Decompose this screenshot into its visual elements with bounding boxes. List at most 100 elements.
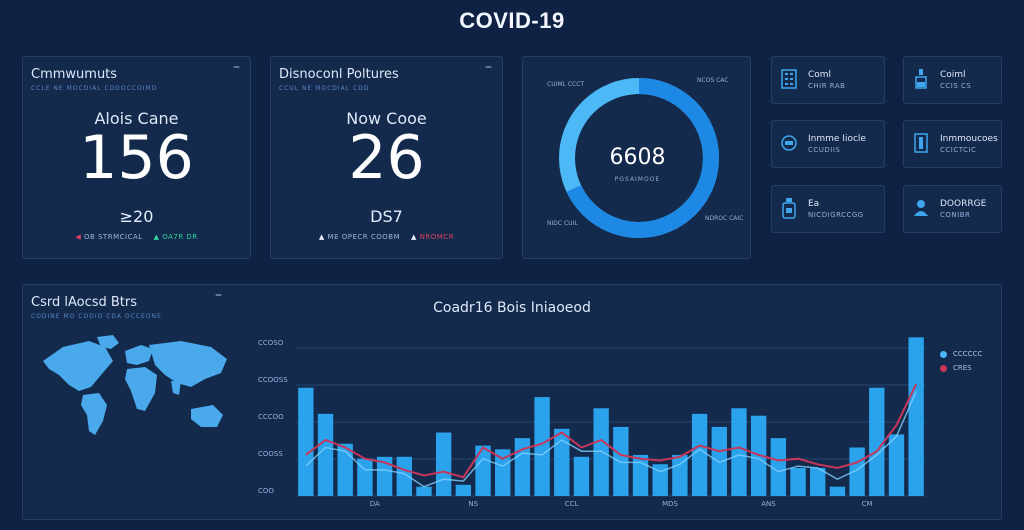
triangle-up-icon: ▲	[318, 233, 325, 241]
map-south-america	[81, 393, 107, 435]
bar	[888, 434, 905, 496]
map-greenland	[97, 335, 119, 349]
trend-right-text: OA7R DR	[162, 233, 198, 241]
bar	[810, 468, 826, 496]
trend-right-text: NROMCR	[419, 233, 455, 241]
bar	[770, 438, 787, 496]
mini-stat-value: CCUDIIS	[808, 146, 841, 154]
map-panel-heading: Csrd lAocsd Btrs	[31, 295, 138, 310]
mini-stat-2[interactable]: Coiml CCIS CS	[903, 56, 1002, 104]
bed-icon	[781, 135, 797, 151]
legend-label: CCCCCC	[953, 350, 983, 358]
donut-arc	[559, 78, 719, 238]
y-tick-label: COOSS	[258, 450, 283, 458]
x-tick-label: CM	[861, 500, 872, 508]
bar	[573, 456, 590, 496]
card-subheading: CCUL NE MOCDIAL CDD	[279, 85, 370, 92]
map-panel-subheading: CODINE MO CODIO CDA OCCEONE	[31, 313, 162, 320]
mini-stat-1[interactable]: Coml CHIR RAB	[771, 56, 885, 104]
minimize-icon[interactable]: –	[215, 287, 222, 303]
card-heading: Cmmwumuts	[31, 67, 118, 82]
bar	[869, 387, 885, 496]
bar	[455, 484, 472, 496]
card-value: 156	[79, 123, 194, 193]
y-tick-label: CCOSO	[258, 339, 284, 347]
bar	[829, 486, 846, 496]
y-tick-label: COO	[258, 487, 274, 495]
bar-chart: CCOSO CCOOSS CCCOO COOSS COO DA NS CCL MDS ANS CM	[258, 337, 926, 508]
bar	[691, 413, 708, 496]
map-europe	[125, 345, 153, 365]
legend-dot-red	[940, 364, 947, 372]
mini-stat-6[interactable]: DOORRGE CONIBR	[903, 185, 1002, 233]
flask-icon	[915, 69, 927, 89]
x-tick-label: MDS	[662, 500, 678, 508]
bar	[376, 456, 393, 496]
chart-title: Coadr16 Bois Iniaoeod	[433, 300, 591, 316]
mini-stat-value: NICDIGRCCGG	[808, 211, 864, 219]
bar	[396, 456, 412, 496]
bar	[652, 464, 668, 496]
mini-stat-title: Inmmoucoes	[940, 134, 998, 144]
minimize-icon[interactable]: –	[233, 59, 240, 75]
building-icon	[781, 69, 797, 89]
x-tick-label: DA	[370, 500, 380, 508]
y-tick-label: CCCOO	[258, 413, 284, 421]
bar	[554, 428, 570, 496]
map-north-america	[43, 341, 113, 391]
bar	[534, 397, 550, 496]
bar	[357, 458, 373, 496]
bar	[908, 337, 924, 496]
map-australia	[191, 405, 223, 427]
mini-stat-title: Coiml	[940, 70, 966, 80]
map-chart-panel: Csrd lAocsd Btrs CODINE MO CODIO CDA OCC…	[22, 284, 1002, 520]
mini-stat-value: CONIBR	[940, 211, 971, 219]
mini-stat-value: CHIR RAB	[808, 82, 846, 90]
bar	[435, 432, 452, 496]
triangle-down-icon: ◀	[75, 233, 82, 241]
mini-stat-value: CCIS CS	[940, 82, 972, 90]
legend-label: CRES	[953, 364, 972, 372]
x-tick-label: CCL	[565, 500, 579, 508]
donut-label-top-right: NCOS CAC	[697, 77, 729, 84]
card-sub-value: ≥20	[119, 207, 154, 226]
triangle-up-icon: ▲	[153, 233, 160, 241]
bar	[790, 468, 806, 496]
bar	[298, 387, 314, 496]
x-tick-label: ANS	[761, 500, 776, 508]
bar	[337, 443, 353, 496]
map-africa	[125, 367, 157, 411]
mini-stat-5[interactable]: Ea NICDIGRCCGG	[771, 185, 885, 233]
y-tick-label: CCOOSS	[258, 376, 288, 384]
card-label: Now Cooe	[346, 109, 427, 128]
medicine-bottle-icon	[782, 198, 796, 219]
bar	[495, 449, 511, 496]
donut-center-value: 6608	[609, 145, 666, 170]
series-line-lightblue	[305, 391, 917, 488]
series-line-red	[305, 383, 918, 479]
mini-stat-value: CCICTCIC	[940, 146, 977, 154]
mini-stat-4[interactable]: Inmmoucoes CCICTCIC	[903, 120, 1002, 168]
bar	[317, 413, 334, 496]
card-label: Alois Cane	[94, 109, 179, 128]
hospital-icon	[914, 133, 928, 153]
card-subheading: CCLE NE MOCDIAL CDDOCCOIMD	[31, 85, 158, 92]
map-asia	[149, 341, 227, 387]
bar	[514, 438, 531, 496]
stat-card-1: Cmmwumuts CCLE NE MOCDIAL CDDOCCOIMD – A…	[22, 56, 251, 259]
legend-dot-blue	[940, 350, 947, 358]
x-tick-label: NS	[468, 500, 478, 508]
dashboard-title: COVID-19	[459, 8, 565, 33]
mini-stat-title: DOORRGE	[940, 199, 987, 209]
trend-left-text: ME OPECR COOBM	[327, 233, 401, 241]
trend-left-text: OB STRMCICAL	[83, 233, 143, 241]
map-india	[171, 381, 181, 395]
minimize-icon[interactable]: –	[485, 59, 492, 75]
card-trend: ▲ ME OPECR COOBM ▲ NROMCR	[271, 233, 502, 241]
donut-label-bottom-left: NIDC CUIL	[547, 220, 578, 227]
mini-stat-3[interactable]: Inmme Iiocle CCUDIIS	[771, 120, 885, 168]
mini-stat-title: Ea	[808, 199, 820, 209]
bar	[475, 445, 491, 496]
donut-panel: 6608 PGSAIMOOE CUIML CCCT NCOS CAC NIDC …	[522, 56, 751, 259]
user-icon	[914, 200, 928, 216]
